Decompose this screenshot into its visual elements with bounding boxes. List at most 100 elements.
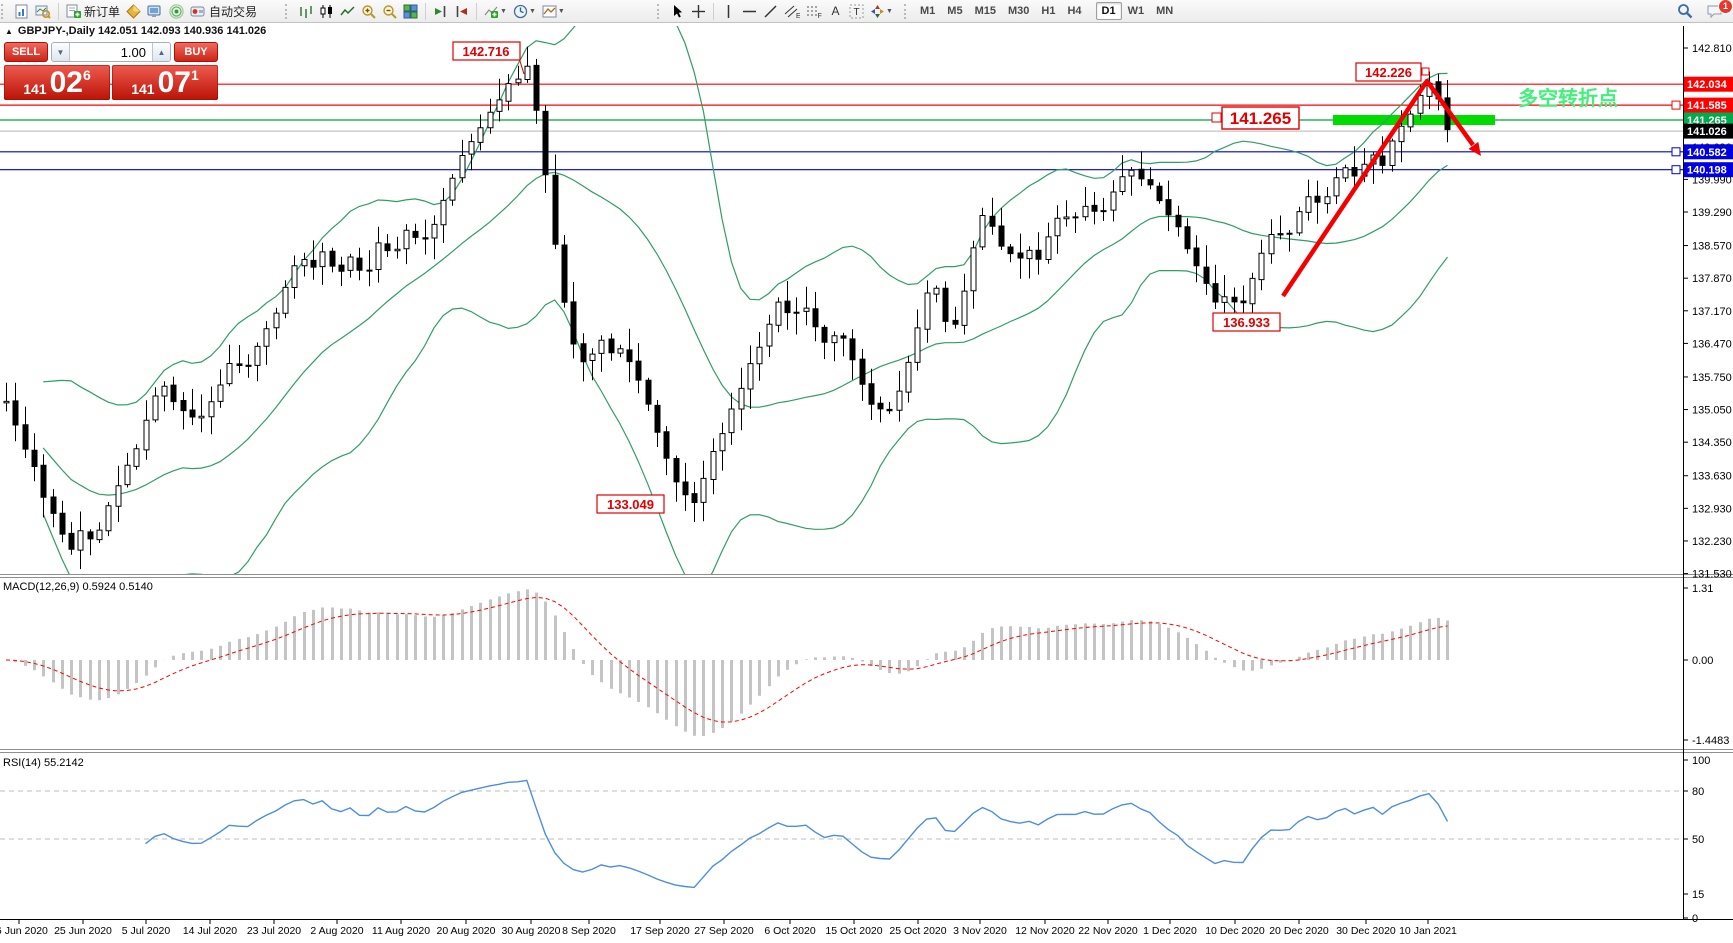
indicators-button[interactable]: ▼ bbox=[481, 2, 510, 21]
new-order-label: 新订单 bbox=[84, 4, 121, 19]
timeframe-d1[interactable]: D1 bbox=[1095, 2, 1122, 20]
auto-scroll-button[interactable] bbox=[430, 2, 451, 21]
toolbar-grip[interactable] bbox=[1, 3, 7, 19]
rsi-label: RSI(14) 55.2142 bbox=[3, 757, 84, 769]
price-badge bbox=[1684, 123, 1733, 139]
notification-badge: 1 bbox=[1718, 0, 1733, 14]
timeframe-m5[interactable]: M5 bbox=[941, 2, 968, 20]
equidistant-channel-button[interactable]: E bbox=[781, 2, 803, 21]
periods-dropdown-icon[interactable]: ▼ bbox=[528, 7, 536, 15]
search-button[interactable] bbox=[1674, 2, 1696, 21]
autotrading-label: 自动交易 bbox=[209, 4, 258, 19]
autotrading-button[interactable]: 自动交易 bbox=[187, 2, 260, 21]
toolbar: 新订单 自动交易 bbox=[0, 0, 1733, 23]
rsi-tick-label: 50 bbox=[1692, 834, 1704, 846]
date-label: 3 Nov 2020 bbox=[953, 925, 1007, 937]
market-button[interactable] bbox=[123, 2, 144, 21]
periods-button[interactable]: ▼ bbox=[510, 2, 539, 21]
price-label-142226[interactable]: 142.226 bbox=[1355, 62, 1430, 82]
bollinger-upper-band bbox=[43, 26, 1448, 406]
one-click-trading-panel: SELL ▼ ▲ BUY 141 02 6 141 07 1 bbox=[4, 42, 218, 100]
toolbar-grip[interactable] bbox=[904, 3, 910, 19]
fibonacci-button[interactable]: F bbox=[803, 2, 825, 21]
price-label-136933[interactable]: 136.933 bbox=[1212, 312, 1281, 332]
zoom-in-button[interactable] bbox=[358, 2, 379, 21]
date-label: 27 Sep 2020 bbox=[694, 925, 754, 937]
timeframe-m15[interactable]: M15 bbox=[969, 2, 1002, 20]
sell-button[interactable]: SELL bbox=[4, 42, 48, 62]
buy-button[interactable]: BUY bbox=[174, 42, 218, 62]
candlestick-chart-button[interactable] bbox=[316, 2, 337, 21]
rsi-line bbox=[145, 779, 1449, 889]
new-chart-button[interactable] bbox=[11, 2, 32, 21]
timeframe-h1[interactable]: H1 bbox=[1035, 2, 1061, 20]
volume-decrease-button[interactable]: ▼ bbox=[52, 43, 70, 61]
date-label: 10 Dec 2020 bbox=[1205, 925, 1265, 937]
price-badge bbox=[1684, 144, 1733, 160]
line-end-marker[interactable] bbox=[1671, 165, 1681, 175]
notifications-button[interactable]: 1 bbox=[1704, 0, 1733, 21]
line-end-marker[interactable] bbox=[1671, 100, 1681, 110]
collapse-panel-icon[interactable]: ▲ bbox=[5, 26, 13, 36]
timeframe-w1[interactable]: W1 bbox=[1122, 2, 1151, 20]
sell-price-display[interactable]: 141 02 6 bbox=[4, 65, 110, 100]
line-chart-button[interactable] bbox=[337, 2, 358, 21]
timeframe-h4[interactable]: H4 bbox=[1061, 2, 1087, 20]
indicators-dropdown-icon[interactable]: ▼ bbox=[500, 7, 507, 15]
rsi-tick-label: 100 bbox=[1692, 755, 1710, 767]
signals-button[interactable] bbox=[166, 2, 187, 21]
volume-increase-button[interactable]: ▲ bbox=[152, 43, 170, 61]
svg-text:136.933: 136.933 bbox=[1223, 315, 1270, 330]
arrows-dropdown-icon[interactable]: ▼ bbox=[886, 7, 893, 15]
time-scale[interactable]: 16 Jun 2020 25 Jun 2020 5 Jul 2020 14 Jul 2… bbox=[0, 919, 1733, 938]
arrows-button[interactable]: ▼ bbox=[867, 2, 896, 21]
templates-dropdown-icon[interactable]: ▼ bbox=[557, 7, 565, 15]
metaeditor-button[interactable] bbox=[144, 2, 166, 21]
chart-shift-button[interactable] bbox=[451, 2, 472, 21]
chart-plot-area[interactable] bbox=[0, 26, 1683, 575]
price-scale[interactable]: 142.810142.110141.390140.690139.990139.2… bbox=[1671, 26, 1733, 925]
price-tick-label: 139.290 bbox=[1692, 207, 1732, 219]
timeframes-toolbar: M1 M5 M15 M30 H1 H4 D1 W1 MN bbox=[903, 0, 1179, 22]
templates-button[interactable]: ▼ bbox=[539, 2, 568, 21]
bar-chart-button[interactable] bbox=[295, 2, 316, 21]
buy-price-big: 07 bbox=[157, 65, 191, 99]
volume-input[interactable] bbox=[70, 43, 152, 61]
date-label: 1 Dec 2020 bbox=[1143, 925, 1197, 937]
price-badge-label: 142.034 bbox=[1687, 79, 1728, 91]
date-label: 23 Jul 2020 bbox=[247, 925, 301, 937]
price-label-141265[interactable]: 141.265 bbox=[1211, 106, 1300, 130]
text-button[interactable]: A bbox=[825, 2, 846, 21]
toolbar-grip[interactable] bbox=[657, 3, 663, 19]
pivot-note-text[interactable]: 多空转折点 bbox=[1518, 86, 1618, 110]
sell-price-pip: 6 bbox=[82, 67, 91, 83]
crosshair-button[interactable] bbox=[688, 2, 709, 21]
date-label: 10 Jan 2021 bbox=[1399, 925, 1457, 937]
new-order-button[interactable]: 新订单 bbox=[63, 2, 123, 21]
line-end-marker[interactable] bbox=[1671, 147, 1681, 157]
toolbar-grip[interactable] bbox=[285, 3, 291, 19]
buy-price-display[interactable]: 141 07 1 bbox=[112, 65, 218, 100]
profiles-button[interactable] bbox=[32, 2, 54, 21]
panel-separator-rsi[interactable] bbox=[0, 749, 1733, 753]
timeframe-m30[interactable]: M30 bbox=[1002, 2, 1035, 20]
panel-separator-macd[interactable] bbox=[0, 574, 1733, 578]
zoom-out-button[interactable] bbox=[379, 2, 400, 21]
cursor-button[interactable] bbox=[667, 2, 688, 21]
timeframe-m1[interactable]: M1 bbox=[914, 2, 941, 20]
trend-arrow[interactable] bbox=[1281, 78, 1481, 298]
rsi-panel[interactable] bbox=[0, 779, 1683, 889]
price-label-133049[interactable]: 133.049 bbox=[596, 494, 665, 514]
vertical-line-button[interactable] bbox=[718, 2, 739, 21]
price-badge-label: 140.582 bbox=[1687, 147, 1727, 159]
trendline-button[interactable] bbox=[760, 2, 781, 21]
price-label-142716[interactable]: 142.716 bbox=[452, 41, 525, 75]
horizontal-line-button[interactable] bbox=[739, 2, 760, 21]
tile-windows-button[interactable] bbox=[400, 2, 421, 21]
date-label: 2 Aug 2020 bbox=[310, 925, 363, 937]
text-label-button[interactable]: T bbox=[846, 2, 867, 21]
macd-panel[interactable] bbox=[5, 589, 1449, 736]
timeframe-mn[interactable]: MN bbox=[1150, 2, 1179, 20]
support-zone-bar[interactable] bbox=[1333, 115, 1495, 125]
